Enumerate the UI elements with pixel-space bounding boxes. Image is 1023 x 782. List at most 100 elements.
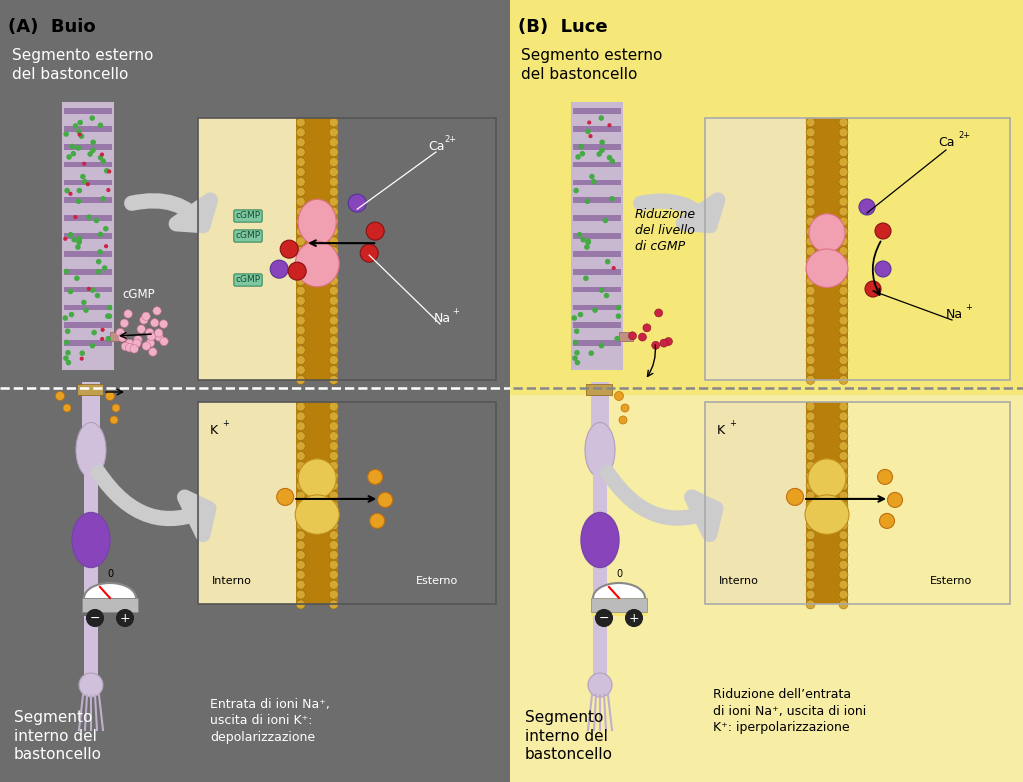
Ellipse shape bbox=[72, 512, 110, 568]
Circle shape bbox=[839, 432, 848, 441]
Circle shape bbox=[839, 531, 848, 540]
Circle shape bbox=[329, 511, 339, 520]
Circle shape bbox=[615, 336, 619, 341]
Circle shape bbox=[584, 276, 588, 281]
Circle shape bbox=[806, 521, 815, 529]
Circle shape bbox=[839, 402, 848, 411]
Circle shape bbox=[839, 511, 848, 520]
Circle shape bbox=[83, 162, 86, 165]
Circle shape bbox=[76, 145, 81, 150]
Circle shape bbox=[806, 570, 815, 579]
Circle shape bbox=[297, 375, 305, 385]
Circle shape bbox=[297, 442, 305, 450]
Circle shape bbox=[98, 232, 102, 237]
Bar bbox=[573, 197, 621, 203]
Circle shape bbox=[329, 306, 339, 315]
Circle shape bbox=[297, 335, 305, 345]
Circle shape bbox=[329, 491, 339, 500]
Circle shape bbox=[87, 215, 91, 220]
Circle shape bbox=[806, 356, 815, 364]
Ellipse shape bbox=[588, 673, 612, 697]
Circle shape bbox=[110, 416, 118, 424]
Ellipse shape bbox=[809, 213, 845, 253]
Circle shape bbox=[77, 240, 81, 245]
Circle shape bbox=[276, 489, 294, 505]
Circle shape bbox=[329, 521, 339, 529]
Bar bbox=[110, 332, 124, 341]
Circle shape bbox=[880, 514, 894, 529]
Circle shape bbox=[81, 174, 85, 179]
Circle shape bbox=[875, 223, 891, 239]
Circle shape bbox=[589, 351, 593, 355]
Circle shape bbox=[78, 133, 81, 136]
Circle shape bbox=[297, 197, 305, 206]
Bar bbox=[591, 598, 647, 612]
Circle shape bbox=[297, 158, 305, 167]
Circle shape bbox=[77, 239, 82, 243]
Circle shape bbox=[806, 326, 815, 335]
Bar bbox=[297, 118, 339, 380]
Circle shape bbox=[806, 365, 815, 375]
Bar bbox=[573, 269, 621, 274]
Circle shape bbox=[575, 361, 580, 364]
Circle shape bbox=[105, 392, 115, 400]
Text: 0: 0 bbox=[107, 569, 114, 579]
Circle shape bbox=[297, 511, 305, 520]
Circle shape bbox=[625, 609, 642, 626]
Circle shape bbox=[65, 329, 70, 333]
Circle shape bbox=[329, 561, 339, 569]
Circle shape bbox=[806, 118, 815, 127]
Circle shape bbox=[652, 341, 660, 350]
Circle shape bbox=[806, 188, 815, 196]
Circle shape bbox=[806, 217, 815, 226]
Circle shape bbox=[839, 237, 848, 246]
Circle shape bbox=[95, 293, 99, 298]
Circle shape bbox=[329, 296, 339, 305]
Circle shape bbox=[140, 316, 148, 324]
Circle shape bbox=[585, 199, 589, 203]
Ellipse shape bbox=[806, 249, 848, 288]
Circle shape bbox=[297, 316, 305, 325]
Bar bbox=[573, 287, 621, 292]
Circle shape bbox=[69, 232, 73, 237]
Circle shape bbox=[839, 217, 848, 226]
Bar bbox=[827, 402, 1010, 604]
Circle shape bbox=[70, 312, 74, 317]
Circle shape bbox=[660, 339, 668, 347]
Circle shape bbox=[98, 123, 102, 127]
Text: K: K bbox=[210, 424, 218, 437]
Circle shape bbox=[599, 343, 604, 348]
Text: K: K bbox=[717, 424, 725, 437]
Circle shape bbox=[806, 276, 815, 285]
Circle shape bbox=[839, 118, 848, 127]
Ellipse shape bbox=[585, 422, 615, 478]
Circle shape bbox=[78, 236, 82, 240]
Circle shape bbox=[78, 120, 83, 124]
Circle shape bbox=[839, 188, 848, 196]
Circle shape bbox=[160, 337, 168, 346]
Bar bbox=[571, 102, 623, 370]
Text: Riduzione dell’entrata
di ioni Na⁺, uscita di ioni
K⁺: iperpolarizzazione: Riduzione dell’entrata di ioni Na⁺, usci… bbox=[713, 688, 866, 734]
Bar bbox=[84, 472, 98, 527]
Circle shape bbox=[619, 416, 627, 424]
Circle shape bbox=[329, 138, 339, 147]
Ellipse shape bbox=[805, 495, 849, 534]
Circle shape bbox=[104, 245, 107, 248]
Circle shape bbox=[329, 188, 339, 196]
Circle shape bbox=[75, 276, 79, 281]
Circle shape bbox=[100, 338, 103, 340]
Circle shape bbox=[839, 207, 848, 216]
Bar bbox=[82, 598, 138, 612]
Circle shape bbox=[806, 148, 815, 156]
Bar bbox=[586, 384, 612, 395]
Circle shape bbox=[806, 561, 815, 569]
Ellipse shape bbox=[593, 583, 644, 613]
Circle shape bbox=[297, 237, 305, 246]
Bar bbox=[84, 565, 98, 675]
Circle shape bbox=[591, 180, 596, 184]
Circle shape bbox=[137, 325, 145, 333]
Circle shape bbox=[329, 167, 339, 177]
Bar bbox=[82, 382, 100, 437]
Bar bbox=[64, 340, 112, 346]
Circle shape bbox=[329, 227, 339, 236]
